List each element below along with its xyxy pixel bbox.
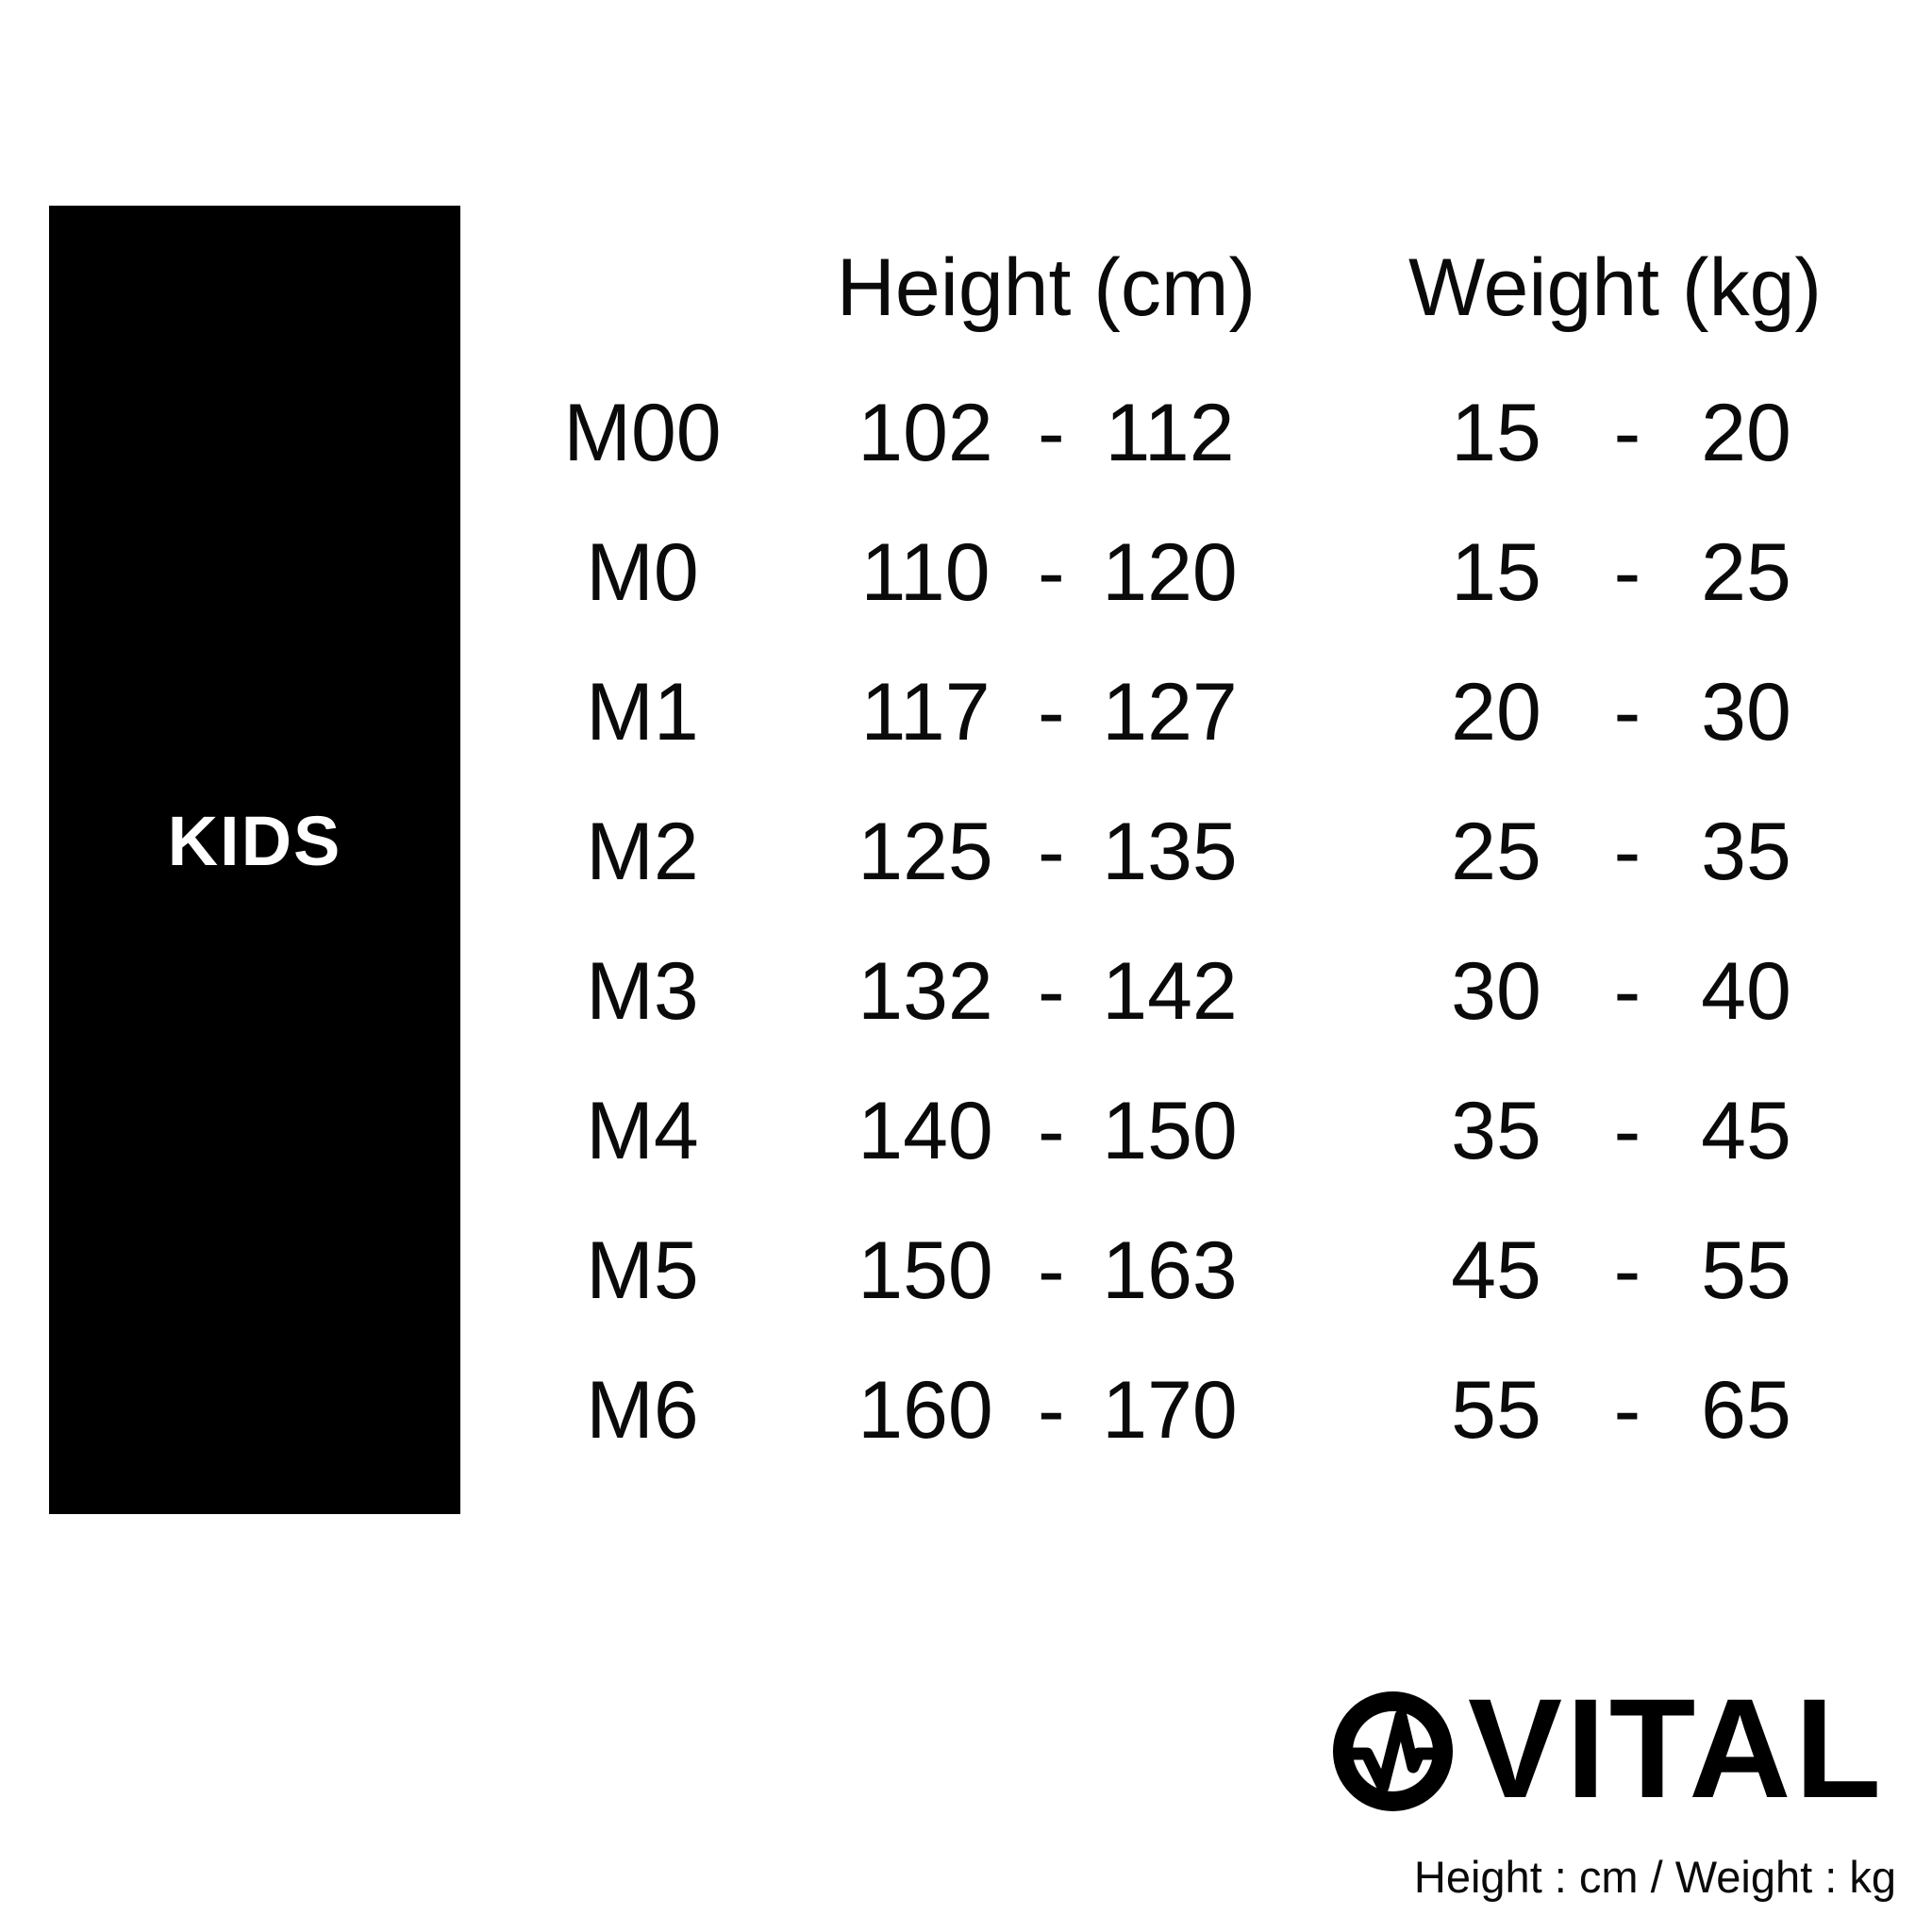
- size-label: M4: [586, 1085, 699, 1176]
- brand-name: VITAL: [1468, 1668, 1886, 1827]
- range-dash: -: [1038, 1224, 1065, 1316]
- weight-max: 25: [1701, 526, 1791, 618]
- range-dash: -: [1613, 387, 1641, 478]
- weight-max: 20: [1701, 387, 1791, 478]
- height-max: 135: [1102, 806, 1238, 897]
- weight-max: 65: [1701, 1364, 1791, 1456]
- weight-max: 45: [1701, 1085, 1791, 1176]
- range-dash: -: [1613, 1224, 1641, 1316]
- range-dash: -: [1038, 1085, 1065, 1176]
- range-dash: -: [1038, 666, 1065, 758]
- size-label: M1: [586, 666, 699, 758]
- weight-min: 55: [1451, 1364, 1541, 1456]
- weight-max: 35: [1701, 806, 1791, 897]
- size-label: M5: [586, 1224, 699, 1316]
- height-min: 150: [858, 1224, 993, 1316]
- height-min: 125: [858, 806, 993, 897]
- range-dash: -: [1038, 526, 1065, 618]
- range-dash: -: [1613, 666, 1641, 758]
- height-max: 127: [1102, 666, 1238, 758]
- range-dash: -: [1613, 1364, 1641, 1456]
- weight-max: 40: [1701, 945, 1791, 1037]
- weight-min: 25: [1451, 806, 1541, 897]
- kids-banner-label: KIDS: [167, 802, 342, 880]
- size-label: M2: [586, 806, 699, 897]
- range-dash: -: [1038, 945, 1065, 1037]
- size-table: M00 102 - 112 15 - 20 M0 110 - 120 15 - …: [472, 363, 1843, 1480]
- height-min: 102: [858, 387, 993, 478]
- height-min: 110: [860, 526, 991, 618]
- range-dash: -: [1038, 806, 1065, 897]
- size-label: M00: [563, 387, 722, 478]
- weight-min: 30: [1451, 945, 1541, 1037]
- height-max: 150: [1102, 1085, 1238, 1176]
- height-min: 140: [858, 1085, 993, 1176]
- height-max: 112: [1105, 387, 1235, 478]
- range-dash: -: [1038, 1364, 1065, 1456]
- height-max: 142: [1102, 945, 1238, 1037]
- weight-max: 30: [1701, 666, 1791, 758]
- height-min: 132: [858, 945, 993, 1037]
- height-min: 160: [858, 1364, 993, 1456]
- height-max: 170: [1102, 1364, 1238, 1456]
- range-dash: -: [1613, 945, 1641, 1037]
- height-min: 117: [860, 666, 991, 758]
- size-label: M0: [586, 526, 699, 618]
- kids-banner: KIDS: [49, 206, 460, 1514]
- weight-min: 15: [1451, 526, 1541, 618]
- weight-min: 20: [1451, 666, 1541, 758]
- pulse-circle-icon: [1333, 1691, 1453, 1811]
- height-column-header: Height (cm): [836, 242, 1257, 333]
- weight-min: 45: [1451, 1224, 1541, 1316]
- size-label: M3: [586, 945, 699, 1037]
- weight-max: 55: [1701, 1224, 1791, 1316]
- range-dash: -: [1038, 387, 1065, 478]
- range-dash: -: [1613, 526, 1641, 618]
- range-dash: -: [1613, 806, 1641, 897]
- weight-min: 35: [1451, 1085, 1541, 1176]
- units-note: Height : cm / Weight : kg: [1413, 1852, 1896, 1902]
- weight-column-header: Weight (kg): [1407, 242, 1823, 333]
- weight-min: 15: [1451, 387, 1541, 478]
- range-dash: -: [1613, 1085, 1641, 1176]
- height-max: 120: [1102, 526, 1238, 618]
- size-label: M6: [586, 1364, 699, 1456]
- height-max: 163: [1102, 1224, 1238, 1316]
